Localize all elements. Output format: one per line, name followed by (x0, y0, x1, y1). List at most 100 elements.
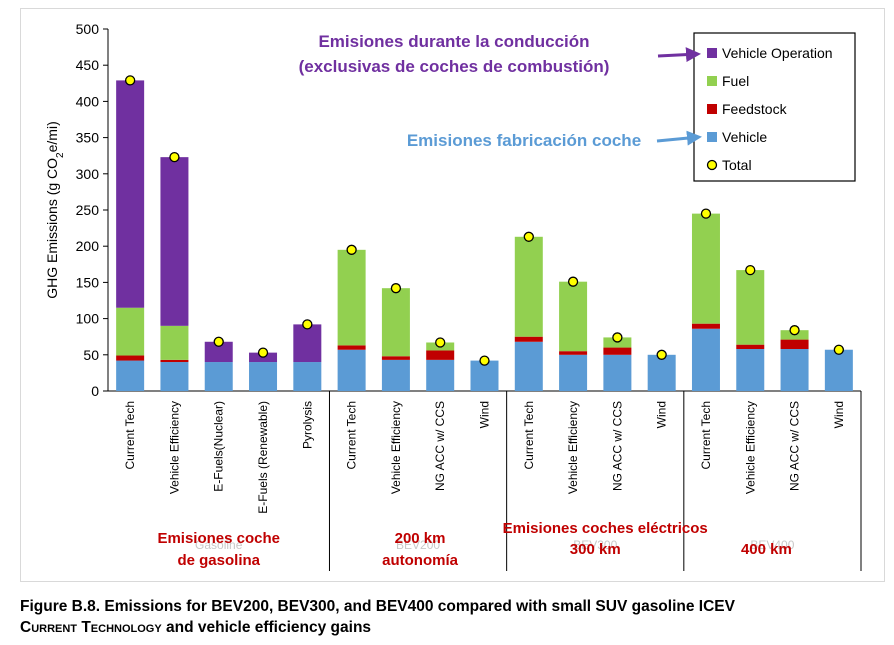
bar-segment-fuel (160, 325, 189, 360)
bar-segment-vehicle (559, 354, 588, 391)
bev400-annotation: 400 km (741, 541, 792, 558)
legend-swatch-fuel (707, 76, 717, 86)
bar-segment-vehicle (426, 359, 455, 391)
manufacturing-arrow (656, 130, 702, 146)
y-tick-label: 200 (76, 238, 100, 254)
category-label: Vehicle Efficiency (389, 401, 403, 494)
y-tick-label: 350 (76, 130, 100, 146)
caption-line-2: Current Technology and vehicle efficienc… (20, 617, 880, 638)
bar-segment-vehicle (293, 362, 322, 391)
bar-segment-feedstock (736, 344, 765, 350)
bar-segment-vehicle (381, 359, 410, 391)
group-name-bev200: BEV200 (396, 538, 440, 552)
y-tick-label: 300 (76, 166, 100, 182)
bar-segment-vehicle (337, 349, 366, 391)
category-label: NG ACC w/ CCS (433, 401, 447, 491)
y-tick-label: 500 (76, 21, 100, 37)
bar-segment-vehicle-operation (160, 157, 189, 326)
y-tick-label: 100 (76, 311, 100, 327)
bar-segment-vehicle (647, 354, 676, 391)
legend-swatch-total (706, 159, 718, 171)
bar-segment-feedstock (381, 356, 410, 360)
bev200-annotation-line-2: autonomía (382, 552, 458, 569)
bar-segment-vehicle (116, 360, 145, 391)
total-marker (479, 355, 490, 366)
legend-label: Feedstock (722, 101, 788, 117)
legend-label: Fuel (722, 73, 749, 89)
gasoline-annotation-line-1: Emisiones coche (157, 530, 280, 547)
bar-segment-vehicle (736, 349, 765, 391)
legend-box (693, 32, 856, 182)
group-name-gasoline: Gasoline (195, 538, 243, 552)
category-label: Current Tech (123, 401, 137, 469)
legend-label: Vehicle (722, 129, 767, 145)
y-tick-label: 50 (83, 347, 99, 363)
group-name-bev300: BEV300 (573, 538, 617, 552)
bar-segment-fuel (514, 236, 543, 337)
bar-segment-feedstock (780, 339, 809, 350)
caption-line-1: Figure B.8. Emissions for BEV200, BEV300… (20, 598, 735, 615)
y-tick-label: 400 (76, 93, 100, 109)
total-marker (435, 337, 446, 348)
category-label: NG ACC w/ CCS (788, 401, 802, 491)
legend-label: Total (722, 157, 752, 173)
bar-segment-vehicle (691, 328, 720, 391)
y-tick-label: 150 (76, 274, 100, 290)
chart-frame: 0 50 100 150 200 250 300 350 400 450 500 GHG Emiss… (20, 8, 885, 582)
bar-segment-feedstock (514, 336, 543, 342)
category-label: Wind (478, 401, 492, 428)
bar-segment-vehicle (160, 362, 189, 391)
axes: 0 50 100 150 200 250 300 350 400 450 500 (76, 21, 861, 399)
bar-segment-feedstock (559, 351, 588, 355)
bar-segment-fuel (337, 249, 366, 346)
y-tick-label: 0 (91, 383, 99, 399)
category-label: Current Tech (522, 401, 536, 469)
operation-annotation-line-2: (exclusivas de coches de combustión) (299, 57, 610, 76)
legend: Vehicle Operation Fuel Feedstock Vehicle Tot… (693, 32, 856, 182)
total-marker (833, 344, 845, 355)
bar-segment-vehicle (780, 349, 809, 391)
bar-segment-fuel (381, 288, 410, 357)
category-label: NG ACC w/ CCS (610, 401, 624, 491)
bar-segment-feedstock (160, 359, 189, 363)
bar-segment-vehicle-operation (204, 341, 233, 363)
bev300-annotation: 300 km (570, 541, 621, 558)
total-marker (745, 264, 756, 276)
bar-segment-fuel (559, 281, 588, 352)
legend-label: Vehicle Operation (722, 45, 833, 61)
bar-segment-vehicle (514, 341, 543, 391)
legend-swatch-feedstock (707, 104, 717, 114)
total-marker (700, 208, 712, 219)
total-marker (257, 347, 269, 358)
category-label: Current Tech (699, 401, 713, 469)
bar-segment-feedstock (426, 350, 455, 360)
category-label: E-Fuels (Renewable) (256, 401, 270, 514)
legend-swatch-vehicle-operation (707, 48, 717, 58)
category-label: Wind (655, 401, 669, 428)
y-axis-label: GHG Emissions (g CO2e/mi) (44, 121, 66, 299)
total-marker (789, 325, 800, 336)
category-label: Current Tech (345, 401, 359, 469)
bar-segment-vehicle (603, 354, 632, 391)
total-marker (567, 276, 579, 287)
bar-segment-feedstock (603, 347, 632, 355)
y-tick-label: 250 (76, 202, 100, 218)
bar-segment-vehicle-operation (116, 80, 145, 308)
bar-segment-vehicle (824, 349, 853, 391)
gasoline-annotation-line-2: de gasolina (177, 552, 260, 569)
caption-smallcaps: Current Technology (20, 619, 162, 636)
electric-annotation: Emisiones coches eléctricos (503, 520, 708, 537)
y-tick-label: 450 (76, 57, 100, 73)
y-axis-title: GHG Emissions (g CO2e/mi) (44, 121, 66, 299)
category-label: Vehicle Efficiency (743, 401, 757, 494)
bars (116, 75, 853, 391)
group-labels: Gasoline BEV200 BEV300 BEV400 Emisiones coch… (157, 391, 862, 571)
category-labels: Current Tech Vehicle Efficiency E-Fuels(Nu… (123, 401, 846, 514)
bar-segment-feedstock (337, 345, 366, 350)
operation-arrow (657, 47, 701, 63)
total-marker (213, 336, 224, 347)
operation-annotation-line-1: Emisiones durante la conducción (318, 32, 589, 51)
bar-segment-vehicle-operation (293, 324, 322, 363)
bar-segment-fuel (691, 213, 720, 324)
total-marker (302, 319, 313, 330)
